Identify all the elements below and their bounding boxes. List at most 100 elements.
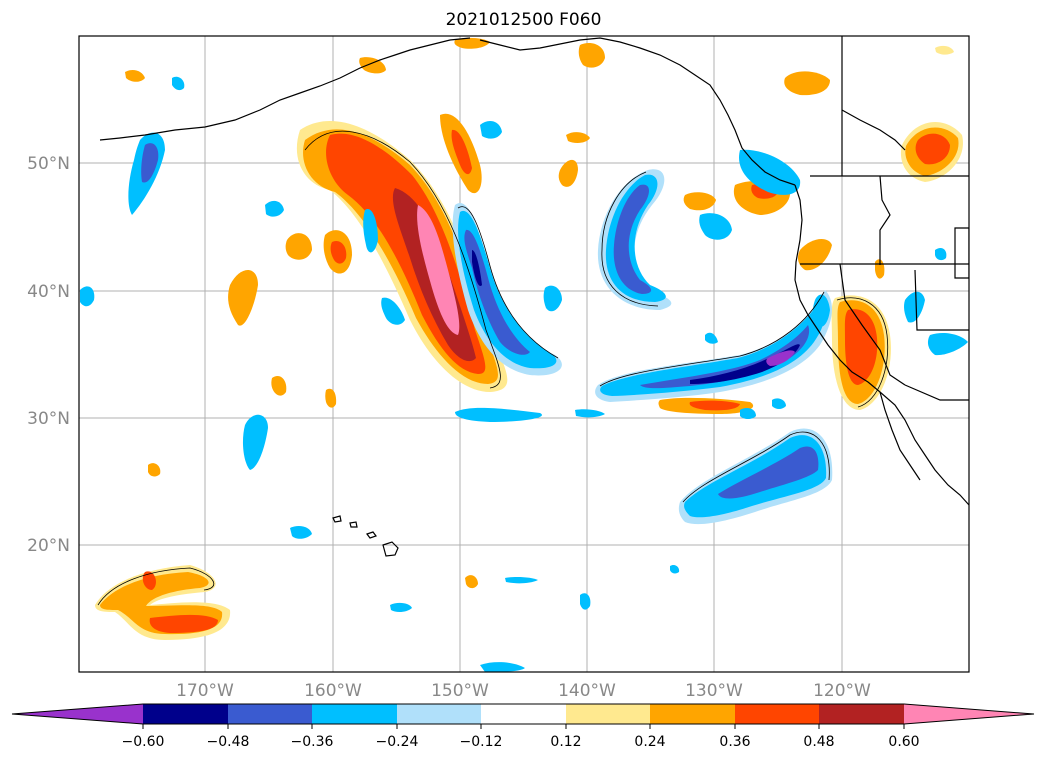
colorbar-segment bbox=[481, 704, 566, 724]
colorbar-tick-label: 0.12 bbox=[550, 734, 581, 750]
cool-band-main-blue bbox=[464, 229, 530, 355]
warm-blob-sm-14 bbox=[271, 375, 287, 396]
lon-label-140w: 140°W bbox=[558, 681, 616, 701]
lat-label-30n: 30°N bbox=[27, 409, 70, 429]
lon-label-150w: 150°W bbox=[431, 681, 489, 701]
warm-blob-sm-19 bbox=[566, 132, 590, 143]
warm-blob-sm-3-red bbox=[330, 240, 347, 264]
cool-blob-small-1 bbox=[480, 120, 502, 139]
lat-label-40n: 40°N bbox=[27, 282, 70, 302]
contour-line-5 bbox=[682, 431, 830, 503]
colorbar-tick-label: 0.24 bbox=[634, 734, 665, 750]
cool-blob-central bbox=[455, 407, 542, 422]
map-plot-area bbox=[79, 36, 969, 672]
state-border-7 bbox=[841, 109, 906, 151]
colorbar-segment bbox=[228, 704, 312, 724]
contour-line-4 bbox=[601, 171, 659, 307]
lon-label-170w: 170°W bbox=[176, 681, 234, 701]
cool-blob-small-18 bbox=[670, 564, 680, 574]
colorbar-tick-label: −0.12 bbox=[460, 734, 503, 750]
cool-blob-central-2 bbox=[699, 213, 732, 240]
warm-blob-sm-16 bbox=[148, 463, 161, 477]
cool-blob-small-11 bbox=[580, 593, 591, 610]
cool-blob-small-13 bbox=[772, 398, 786, 409]
cool-blob-small-7 bbox=[290, 526, 312, 539]
northwest-coast bbox=[794, 184, 969, 506]
state-border-6 bbox=[954, 227, 969, 279]
colorbar-tick-label: 0.36 bbox=[719, 734, 750, 750]
cool-blob-small-5 bbox=[265, 200, 284, 217]
warm-ring-sw-red-2 bbox=[142, 571, 156, 590]
cool-arc-east-cyan bbox=[600, 298, 826, 396]
colorbar-tick-label: −0.48 bbox=[207, 734, 250, 750]
cool-blob-east-edge bbox=[927, 332, 968, 356]
cool-blob-small-14 bbox=[740, 408, 756, 419]
warm-blob-sm-5 bbox=[558, 159, 578, 187]
cool-band-main-cyan bbox=[458, 210, 557, 369]
warm-blob-sm-11-red bbox=[689, 400, 740, 411]
cool-c-shape-blue bbox=[613, 184, 652, 294]
cool-blob-small-17 bbox=[172, 76, 185, 91]
colorbar-tick-label: 0.48 bbox=[803, 734, 834, 750]
warm-blob-sm-18 bbox=[125, 70, 145, 82]
alaska-coastline bbox=[479, 37, 796, 186]
warm-band-main-pink bbox=[417, 205, 460, 335]
warm-blob-sm-8 bbox=[578, 42, 605, 68]
state-border-3 bbox=[839, 263, 906, 386]
coastlines bbox=[99, 36, 969, 557]
cool-blob-small-9 bbox=[505, 576, 538, 584]
colorbar-segment bbox=[735, 704, 819, 724]
lon-label-160w: 160°W bbox=[304, 681, 362, 701]
hawaii-maui bbox=[366, 531, 377, 539]
warm-blob-sm-13 bbox=[359, 57, 386, 74]
cool-blob-small-16 bbox=[935, 247, 947, 261]
cool-blob-small-2 bbox=[363, 209, 378, 253]
cool-blob-se-blue bbox=[718, 446, 819, 499]
state-border-4 bbox=[904, 384, 969, 401]
colorbar-tick-label: −0.24 bbox=[376, 734, 419, 750]
colorbar-tick-label: −0.60 bbox=[122, 734, 165, 750]
warm-blob-sm-21 bbox=[935, 45, 954, 55]
warm-blob-california-red bbox=[844, 309, 878, 385]
cool-blob-small-4 bbox=[381, 297, 405, 325]
warm-blob-sm-2 bbox=[228, 270, 258, 326]
warm-blob-sm-1-red bbox=[451, 129, 472, 175]
contour-lines bbox=[97, 130, 889, 606]
lon-label-120w: 120°W bbox=[813, 681, 871, 701]
aleutian-coastline bbox=[99, 37, 471, 141]
warm-blob-sm-15 bbox=[325, 388, 337, 408]
cool-blob-small-8 bbox=[480, 662, 525, 672]
contour-line-7 bbox=[97, 567, 215, 606]
cool-blob-small-3 bbox=[543, 285, 562, 312]
colorbar-segment bbox=[397, 704, 481, 724]
cool-arc-east-purple bbox=[766, 350, 795, 366]
lat-label-20n: 20°N bbox=[27, 536, 70, 556]
warm-blob-sm-7 bbox=[784, 71, 830, 96]
cool-blob-w bbox=[242, 414, 268, 470]
colorbar-segment bbox=[566, 704, 650, 724]
warm-blob-sm-9 bbox=[683, 192, 716, 211]
hawaii-oahu bbox=[349, 521, 358, 528]
colorbar-segment bbox=[143, 704, 228, 724]
colorbar-segment bbox=[819, 704, 904, 724]
colorbar-tick-label: −0.36 bbox=[291, 734, 334, 750]
cool-blob-small-10 bbox=[390, 602, 412, 613]
baja-coastline bbox=[879, 391, 921, 481]
cool-blob-small-12 bbox=[575, 409, 605, 418]
cool-blob-bc bbox=[739, 149, 801, 195]
map-title: 2021012500 F060 bbox=[445, 10, 602, 30]
hawaii-kauai bbox=[332, 515, 342, 523]
colorbar-segment bbox=[312, 704, 397, 724]
warm-blob-sm-10 bbox=[797, 238, 832, 271]
contour-line-2 bbox=[457, 206, 559, 359]
colorbar-tick-label: 0.60 bbox=[888, 734, 919, 750]
lat-label-50n: 50°N bbox=[27, 154, 70, 174]
colorbar-extend-max bbox=[904, 704, 1034, 724]
colorbar-extend-min bbox=[12, 704, 143, 724]
cool-blob-small-6 bbox=[80, 286, 95, 307]
warm-ring-sw-red bbox=[149, 614, 218, 633]
positive-anomaly-contours bbox=[95, 37, 963, 640]
contour-line-3 bbox=[599, 291, 825, 387]
warm-blob-sm-17 bbox=[465, 575, 478, 589]
